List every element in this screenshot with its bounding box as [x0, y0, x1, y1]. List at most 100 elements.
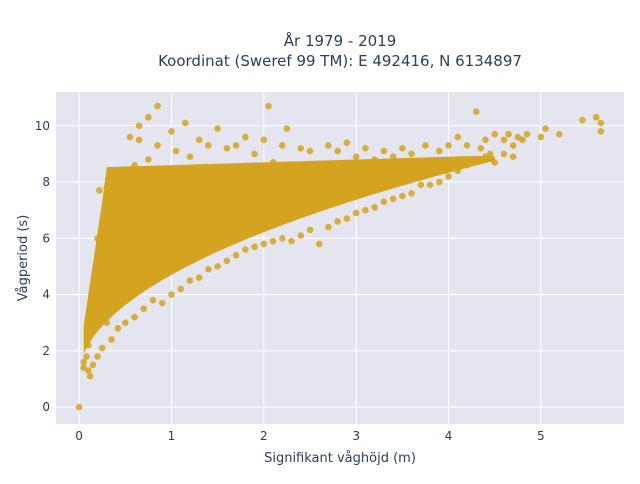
- scatter-point: [85, 367, 92, 374]
- scatter-point: [237, 178, 245, 186]
- scatter-point: [278, 235, 286, 242]
- scatter-point: [145, 156, 152, 163]
- scatter-point: [140, 305, 148, 312]
- scatter-point: [94, 274, 101, 281]
- scatter-point: [218, 204, 226, 211]
- scatter-point: [94, 235, 101, 242]
- x-tick-label: 5: [537, 429, 545, 443]
- x-axis-label: Signifikant våghöjd (m): [264, 451, 416, 466]
- scatter-point: [149, 296, 157, 304]
- scatter-point: [85, 341, 92, 349]
- scatter-point: [177, 189, 184, 197]
- y-tick-label: 6: [42, 231, 50, 245]
- scatter-point: [343, 139, 351, 146]
- scatter-point: [399, 144, 406, 152]
- scatter-point: [246, 192, 254, 200]
- scatter-point: [83, 353, 90, 360]
- scatter-point: [417, 181, 425, 189]
- y-tick-label: 2: [42, 344, 50, 358]
- scatter-point: [223, 257, 231, 265]
- scatter-point: [108, 336, 115, 343]
- scatter-point: [556, 130, 563, 138]
- scatter-point: [195, 136, 203, 144]
- scatter-point: [399, 192, 406, 200]
- scatter-point: [86, 372, 94, 380]
- scatter-point: [542, 125, 549, 132]
- scatter-point: [121, 192, 129, 200]
- scatter-point: [103, 201, 111, 208]
- scatter-point: [371, 156, 378, 163]
- scatter-point: [158, 299, 166, 307]
- scatter-point: [80, 358, 88, 366]
- scatter-point: [103, 319, 111, 327]
- scatter-point: [135, 136, 143, 144]
- scatter-point: [325, 223, 332, 231]
- scatter-point: [223, 144, 231, 152]
- scatter-point: [352, 153, 360, 161]
- scatter-point: [94, 353, 101, 360]
- scatter-point: [362, 206, 369, 214]
- scatter-point: [288, 161, 295, 169]
- scatter-point: [92, 296, 100, 304]
- scatter-point: [306, 147, 314, 155]
- scatter-point: [145, 114, 152, 121]
- x-tick-label: 0: [75, 429, 83, 443]
- scatter-point: [260, 240, 268, 248]
- scatter-point: [172, 147, 180, 155]
- scatter-point: [463, 161, 471, 169]
- scatter-point: [352, 209, 360, 217]
- scatter-point: [343, 215, 351, 222]
- scatter-point: [454, 133, 462, 141]
- scatter-point: [306, 226, 314, 234]
- scatter-point: [339, 189, 346, 197]
- scatter-point: [265, 102, 272, 110]
- scatter-point: [435, 147, 443, 155]
- scatter-point: [186, 153, 194, 161]
- scatter-point: [112, 173, 120, 180]
- scatter-point: [135, 122, 143, 130]
- scatter-point: [472, 156, 480, 163]
- scatter-point: [472, 108, 480, 115]
- scatter-point: [389, 153, 397, 161]
- scatter-point: [371, 204, 378, 211]
- scatter-point: [98, 257, 106, 265]
- scatter-point: [269, 237, 277, 245]
- scatter-point: [242, 246, 249, 253]
- scatter-point: [232, 251, 240, 259]
- x-tick-label: 4: [445, 429, 453, 443]
- scatter-point: [260, 136, 268, 144]
- scatter-point: [445, 142, 452, 149]
- scatter-point: [75, 403, 83, 411]
- scatter-point: [297, 232, 305, 239]
- scatter-point: [408, 150, 415, 158]
- scatter-point: [168, 229, 175, 236]
- chart-title-line2: Koordinat (Sweref 99 TM): E 492416, N 61…: [158, 52, 522, 70]
- scatter-point: [537, 133, 545, 141]
- scatter-point: [389, 195, 397, 203]
- scatter-point: [149, 201, 157, 208]
- scatter-point: [200, 181, 208, 189]
- scatter-point: [269, 159, 277, 166]
- scatter-point: [426, 181, 434, 189]
- scatter-point: [292, 198, 300, 206]
- scatter-point: [205, 142, 212, 149]
- scatter-point: [597, 128, 605, 135]
- scatter-point: [89, 361, 97, 369]
- x-tick-label: 2: [260, 429, 268, 443]
- scatter-point: [209, 173, 217, 180]
- scatter-point: [454, 167, 462, 175]
- scatter-point: [131, 161, 138, 169]
- scatter-point: [154, 102, 161, 110]
- scatter-point: [315, 240, 323, 248]
- scatter-point: [445, 173, 452, 180]
- scatter-point: [242, 133, 249, 141]
- scatter-point: [491, 130, 498, 138]
- scatter-point: [408, 189, 415, 197]
- scatter-point: [329, 178, 337, 186]
- scatter-point: [579, 116, 586, 124]
- x-tick-label: 1: [168, 429, 176, 443]
- scatter-point: [117, 212, 124, 220]
- scatter-point: [500, 136, 508, 144]
- scatter-point: [158, 249, 166, 256]
